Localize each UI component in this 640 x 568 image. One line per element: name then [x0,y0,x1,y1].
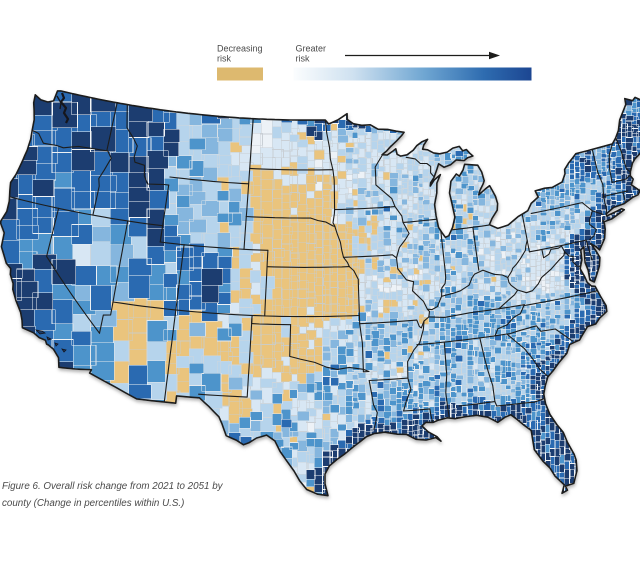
svg-text:Greater: Greater [296,44,327,54]
svg-text:Decreasing: Decreasing [217,44,263,54]
svg-text:Figure 6. Overall risk change: Figure 6. Overall risk change from 2021 … [2,481,224,492]
svg-text:risk: risk [217,53,231,63]
svg-text:county (Change in percentiles: county (Change in percentiles within U.S… [2,498,184,509]
svg-text:risk: risk [296,53,310,63]
